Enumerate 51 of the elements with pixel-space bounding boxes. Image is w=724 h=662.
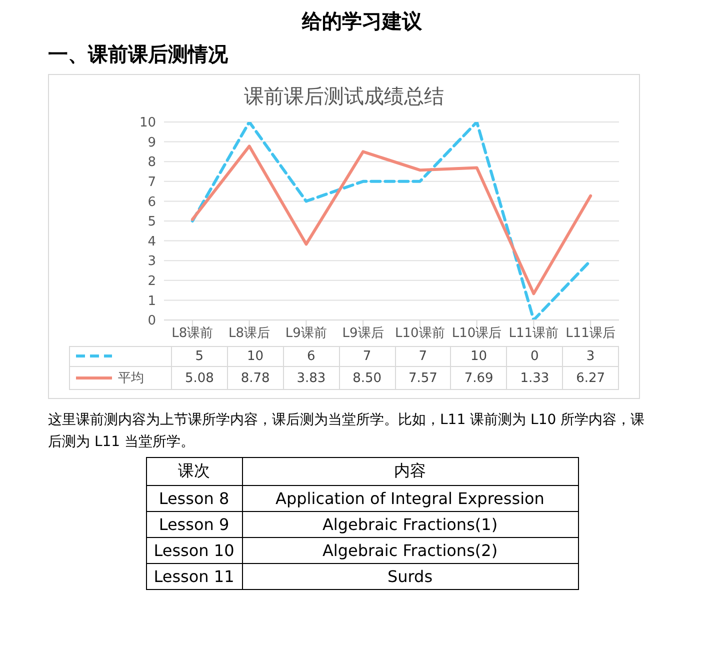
text: Application of Integral Expression	[242, 486, 578, 512]
x-tick-label: L8课后	[228, 326, 270, 342]
y-tick-label: 4	[148, 234, 156, 250]
text: 内容	[242, 458, 578, 486]
text: Lesson 11	[146, 564, 242, 590]
data-label: 3	[562, 346, 618, 366]
text: 课次	[146, 458, 242, 486]
text: 一、课前课后测情况	[48, 41, 229, 68]
data-label: 0	[506, 346, 563, 366]
x-tick-label: L11课后	[566, 326, 616, 342]
data-label: 7.69	[450, 366, 507, 390]
y-tick-label: 3	[148, 254, 156, 270]
data-label: 7	[395, 346, 451, 366]
y-tick-label: 9	[148, 135, 156, 150]
x-tick-label: L10课前	[395, 326, 445, 342]
data-label: 6.27	[562, 366, 618, 390]
data-label: 8.78	[227, 366, 284, 390]
text: 给的学习建议	[300, 8, 423, 35]
x-tick-label: L9课前	[285, 326, 327, 342]
x-tick-label: L10课后	[452, 326, 502, 342]
chart-title: 课前课后测试成绩总结	[243, 83, 445, 110]
text: Lesson 8	[146, 486, 242, 512]
x-tick-label: L11课前	[508, 326, 559, 342]
y-tick-label: 7	[148, 175, 156, 190]
text: 这里课前测内容为上节课所学内容，课后测为当堂所学。比如，L11 课前测为 L10 所学内容，课后测为 L11 当堂所学。	[48, 411, 646, 452]
y-tick-label: 8	[148, 155, 156, 170]
data-label: 5.08	[172, 366, 228, 390]
y-tick-label: 6	[148, 194, 156, 210]
data-label: 7	[339, 346, 395, 366]
y-tick-label: 10	[139, 116, 156, 131]
data-label: 6	[283, 346, 340, 366]
data-label: 10	[450, 346, 507, 366]
text: Lesson 9	[146, 512, 242, 538]
y-tick-label: 2	[148, 274, 156, 290]
x-tick-label: L8课前	[172, 326, 214, 342]
y-tick-label: 1	[148, 294, 156, 309]
text: Algebraic Fractions(2)	[242, 538, 578, 564]
data-label: 5	[172, 346, 228, 366]
data-label: 3.83	[283, 366, 340, 390]
x-tick-label: L9课后	[342, 326, 384, 342]
data-label: 10	[227, 346, 284, 366]
text: Algebraic Fractions(1)	[242, 512, 578, 538]
text: Lesson 10	[146, 538, 242, 564]
legend-label: 平均	[70, 366, 172, 390]
data-label: 8.50	[339, 366, 395, 390]
y-tick-label: 5	[148, 214, 156, 230]
data-label: 7.57	[395, 366, 451, 390]
text: Surds	[242, 564, 578, 590]
line-series	[190, 144, 592, 296]
data-label: 1.33	[506, 366, 563, 390]
y-tick-label: 0	[148, 314, 156, 329]
